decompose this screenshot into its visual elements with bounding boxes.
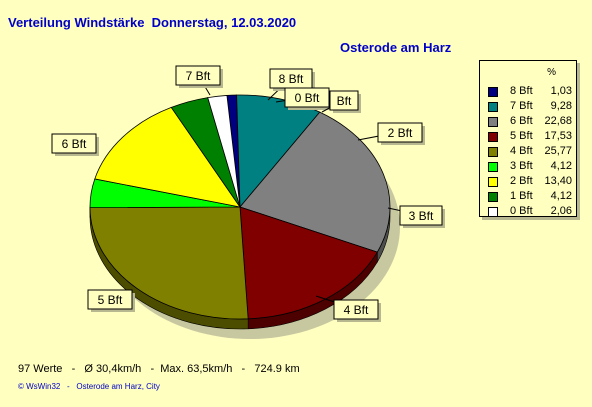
legend-label: 6 Bft [510,115,533,127]
pie-label-text: 5 Bft [98,293,123,307]
legend-label: 7 Bft [510,100,533,112]
pie-label-text: 8 Bft [279,72,304,86]
legend-value: 2,06 [550,205,572,217]
legend-label: 3 Bft [510,160,533,172]
pie-label-7: 5 Bft [87,289,135,312]
pie-label-3: Bft [321,90,361,113]
legend-label: 1 Bft [510,190,533,202]
pie-label-5: 3 Bft [387,205,445,228]
pie-label-text: 6 Bft [62,137,87,151]
legend-value: 4,12 [550,160,572,172]
legend-label: 8 Bft [510,85,533,97]
pie-label-6: 4 Bft [315,295,381,322]
copyright: © WsWin32 - Osterode am Harz, City [18,382,160,391]
legend-item: 1 Bft 4,12 [486,190,572,205]
legend-item: 7 Bft 9,28 [486,100,572,115]
legend: % 8 Bft 1,03 7 Bft 9,28 6 Bft 22,68 5 Bft 17,53… [479,60,577,217]
legend-swatch [488,177,498,187]
legend-swatch [488,147,498,157]
legend-label: 5 Bft [510,130,533,142]
location-label: Osterode am Harz [340,40,452,55]
pie-slice-4-bft [89,206,249,320]
legend-item: 5 Bft 17,53 [486,130,572,145]
pie-slice-7-bft [236,94,321,209]
pie-label-8: 6 Bft [51,133,99,156]
legend-value: 13,40 [544,175,572,187]
legend-unit-header: % [547,67,556,78]
pie-label-text: 7 Bft [186,69,211,83]
legend-swatch [488,132,498,142]
pie-label-4: 2 Bft [357,122,425,145]
legend-swatch [488,87,498,97]
legend-value: 22,68 [544,115,572,127]
pie-label-text: 0 Bft [295,91,320,105]
legend-item: 3 Bft 4,12 [486,160,572,175]
legend-swatch [488,162,498,172]
pie-slice-6-bft [239,111,391,253]
legend-item: 6 Bft 22,68 [486,115,572,130]
pie-slice-0-bft [207,95,241,208]
legend-value: 1,03 [550,85,572,97]
footer-stats: 97 Werte - Ø 30,4km/h - Max. 63,5km/h - … [18,363,300,375]
pie-label-1: 8 Bft [267,68,315,101]
legend-item: 8 Bft 1,03 [486,85,572,100]
legend-value: 17,53 [544,130,572,142]
pie-label-text: 4 Bft [344,303,369,317]
pie-label-text: 2 Bft [388,126,413,140]
legend-item: 4 Bft 25,77 [486,145,572,160]
legend-value: 4,12 [550,190,572,202]
legend-swatch [488,192,498,202]
legend-swatch [488,102,498,112]
pie-label-0: 7 Bft [175,65,223,96]
legend-swatch [488,207,498,217]
legend-item: 2 Bft 13,40 [486,175,572,190]
legend-swatch [488,117,498,127]
legend-value: 25,77 [544,145,572,157]
chart-title: Verteilung Windstärke Donnerstag, 12.03.… [8,15,297,30]
legend-label: 2 Bft [510,175,533,187]
pie-label-text: Bft [337,94,352,108]
pie-slice-2-bft [94,106,241,208]
pie-label-text: 3 Bft [409,209,434,223]
pie-label-2: 0 Bft [275,87,332,110]
legend-label: 4 Bft [510,145,533,157]
legend-value: 9,28 [550,100,572,112]
legend-item: 0 Bft 2,06 [486,205,572,220]
legend-label: 0 Bft [510,205,533,217]
